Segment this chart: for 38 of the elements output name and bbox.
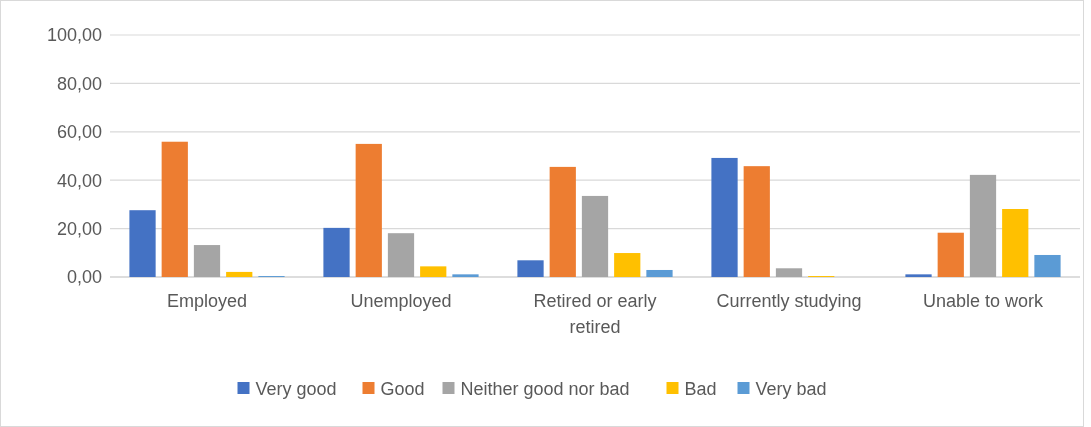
bar [193,245,221,277]
legend-label: Very bad [755,379,827,400]
y-tick-label: 0,00 [66,267,102,288]
y-tick-label: 20,00 [56,218,102,239]
y-tick-label: 40,00 [56,170,102,191]
bar [775,268,803,277]
bar [226,271,253,277]
bar [614,253,641,277]
bar [581,195,609,277]
bar [1034,254,1061,277]
x-tick-label: Retired or early retired [533,291,657,337]
y-tick-label: 80,00 [56,73,102,94]
y-tick-label: 60,00 [56,122,102,143]
bar [355,143,382,277]
bar [323,227,350,277]
bar [387,233,415,277]
bar [937,232,964,277]
legend-label: Bad [684,379,717,400]
bar [517,260,544,277]
x-tick-label: Currently studying [716,291,862,311]
legend-label: Neither good nor bad [460,379,630,400]
bar [549,166,576,277]
x-tick-label: Employed [166,291,248,311]
bar [969,174,997,277]
y-tick-label: 100,00 [46,25,102,46]
bar [1002,209,1029,277]
bar [646,269,673,277]
bar [129,210,156,277]
bar [420,266,447,277]
bar [452,274,479,277]
bar [743,166,770,277]
x-tick-label: Unable to work [922,291,1045,311]
bar [905,274,932,277]
legend-label: Very good [255,379,337,400]
bar [711,157,738,277]
x-tick-label: Unemployed [350,291,452,311]
bar [161,141,188,277]
legend-label: Good [380,379,425,400]
